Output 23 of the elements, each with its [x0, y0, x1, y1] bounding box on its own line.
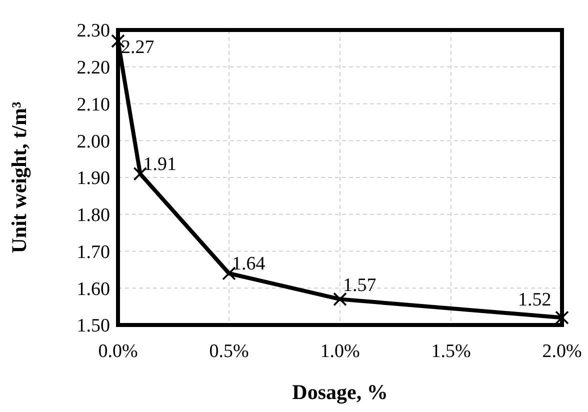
data-label: 1.52: [518, 290, 552, 311]
y-tick-label: 2.10: [76, 94, 110, 116]
y-axis-title: Unit weight, t/m³: [7, 102, 31, 254]
x-tick-label: 1.5%: [431, 341, 471, 362]
data-label: 1.64: [232, 253, 266, 274]
data-label: 1.91: [143, 154, 176, 175]
y-tick-label: 1.70: [76, 242, 110, 263]
point: [333, 292, 347, 306]
x-tick-label: 1.0%: [320, 341, 360, 362]
data-label: 2.27: [121, 37, 154, 58]
x-axis-title: Dosage, %: [292, 380, 388, 404]
y-tick-label: 1.90: [76, 168, 110, 190]
x-tick-label: 0.0%: [98, 341, 138, 362]
data-label: 1.57: [343, 275, 376, 296]
y-tick-label: 1.80: [76, 205, 110, 226]
x-tick-label: 0.5%: [209, 341, 249, 362]
x-tick-label: 2.0%: [542, 341, 582, 362]
y-tick-label: 2.00: [76, 131, 110, 152]
y-tick-label: 2.30: [76, 20, 110, 42]
point: [555, 310, 569, 325]
y-tick-label: 1.50: [76, 316, 110, 337]
y-tick-label: 1.60: [76, 278, 110, 300]
y-tick-label: 2.20: [76, 58, 110, 79]
